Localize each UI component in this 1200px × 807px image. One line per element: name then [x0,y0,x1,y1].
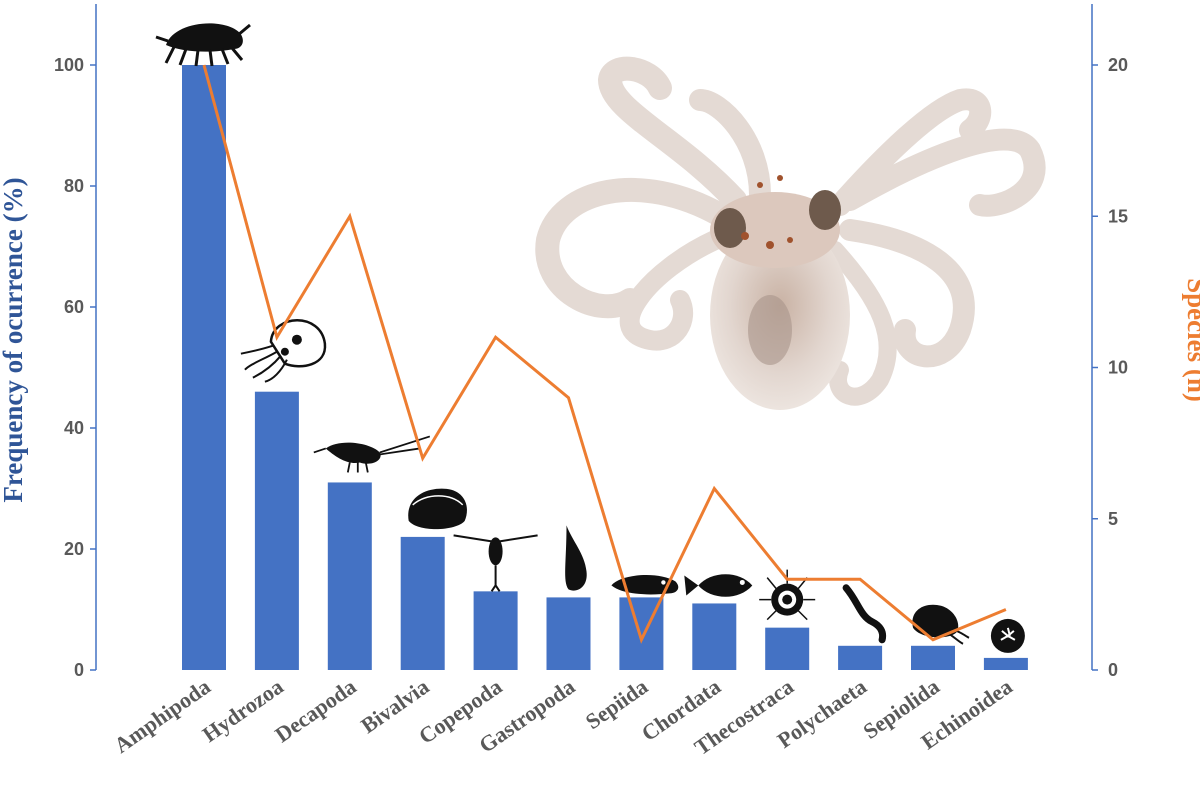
shrimp-icon [313,435,431,473]
bar-chordata [692,603,737,670]
bar-copepoda [473,591,518,670]
category-label: Decapoda [270,674,360,748]
bar-echinoidea [983,657,1028,670]
bar-hydrozoa [254,391,299,670]
right-tick-label: 5 [1108,509,1118,529]
right-tick-label: 15 [1108,206,1128,226]
category-label: Amphipoda [109,674,214,758]
category-label: Hydrozoa [198,674,288,748]
jellyfish-icon [240,319,327,383]
bar-polychaeta [838,645,883,670]
worm-icon [842,584,887,644]
y-axis-label-left: Frequency of ocurrence (%) [0,177,28,502]
fish-icon [684,574,753,597]
left-tick-label: 80 [64,176,84,196]
left-tick-label: 100 [54,55,84,75]
taxon-icons [155,23,1025,653]
right-tick-label: 20 [1108,55,1128,75]
left-tick-labels: 0 20 40 60 80 100 [54,55,96,680]
category-labels: AmphipodaHydrozoaDecapodaBivalviaCopepod… [109,674,1016,760]
species-line [202,64,1007,644]
bar-gastropoda [546,597,591,670]
left-tick-label: 0 [74,660,84,680]
copepod-icon [453,534,538,592]
bar-thecostraca [765,627,810,670]
left-tick-label: 60 [64,297,84,317]
right-tick-label: 10 [1108,358,1128,378]
bar-decapoda [327,482,372,670]
y-axis-label-right: Species (n) [1182,278,1200,402]
right-tick-labels: 0 5 10 15 20 [1092,55,1128,680]
sand-dollar-icon [990,618,1025,653]
snail-icon [565,525,587,591]
bar-bivalvia [400,536,445,670]
barnacle-icon [759,569,816,621]
bar-amphipoda [182,65,226,670]
cuttlefish-icon [611,574,679,595]
clam-icon [408,488,467,530]
left-tick-label: 40 [64,418,84,438]
left-tick-label: 20 [64,539,84,559]
bar-sepiolida [911,645,955,670]
octopus-photo [535,56,1046,410]
amphipod-icon [155,23,251,67]
right-tick-label: 0 [1108,660,1118,680]
bar-series [182,65,1028,670]
